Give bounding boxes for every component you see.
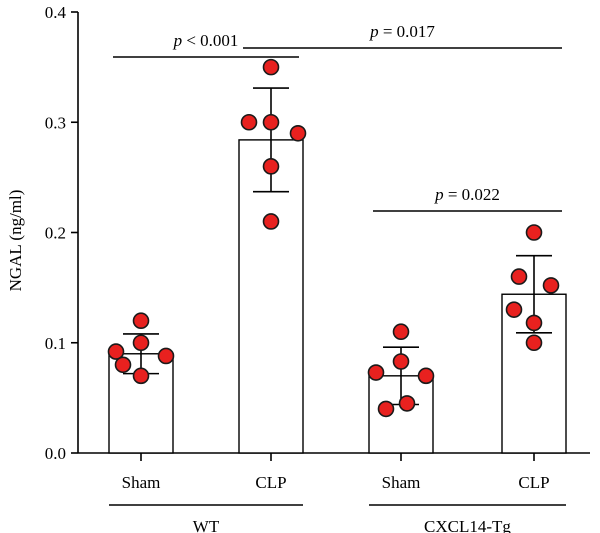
data-point <box>157 347 175 365</box>
group-label: WT <box>193 517 220 533</box>
data-point <box>417 367 435 385</box>
data-point <box>240 113 258 131</box>
data-point <box>367 364 385 381</box>
y-tick-label: 0.4 <box>45 3 67 22</box>
data-point <box>392 353 410 370</box>
x-category-label: Sham <box>122 473 161 492</box>
data-point <box>114 356 132 374</box>
annotations-layer: p < 0.001 p = 0.017 p = 0.022 <box>113 22 562 212</box>
data-point <box>107 343 125 360</box>
data-point <box>525 334 543 352</box>
y-axis-label: NGAL (ng/ml) <box>6 190 25 292</box>
data-point <box>525 314 543 332</box>
x-category-label: Sham <box>382 473 421 492</box>
data-point <box>392 323 410 341</box>
p-value-label: p = 0.017 <box>369 22 435 41</box>
data-point <box>542 277 560 294</box>
p-value-label: p = 0.022 <box>434 185 500 204</box>
x-category-label: CLP <box>518 473 549 492</box>
x-category-label: CLP <box>255 473 286 492</box>
labels-layer: NGAL (ng/ml) Sham CLP Sham CLP WT CXCL14-Tg <box>6 190 566 533</box>
data-point <box>132 367 150 385</box>
data-point <box>505 301 523 318</box>
data-point <box>262 113 280 131</box>
data-point <box>132 334 150 352</box>
data-point <box>525 224 543 241</box>
y-tick-label: 0.3 <box>45 113 66 132</box>
data-point <box>510 268 528 285</box>
data-point <box>289 124 307 142</box>
y-tick-label: 0.0 <box>45 444 66 463</box>
group-label: CXCL14-Tg <box>424 517 511 533</box>
y-tick-label: 0.1 <box>45 334 66 353</box>
points-layer <box>107 58 560 418</box>
data-point <box>262 158 280 175</box>
data-point <box>398 395 416 412</box>
data-point <box>377 400 395 418</box>
data-point <box>262 58 280 76</box>
p-value-label: p < 0.001 <box>173 31 239 50</box>
data-point <box>262 213 280 230</box>
y-tick-label: 0.2 <box>45 224 66 243</box>
error-bars-layer <box>123 87 552 406</box>
data-point <box>132 312 150 330</box>
